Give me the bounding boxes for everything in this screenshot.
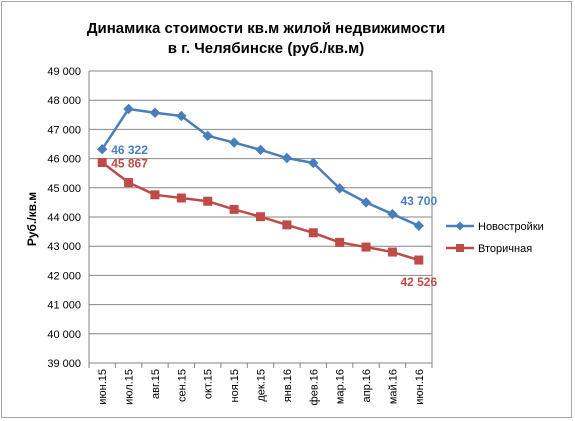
data-point-square: [176, 193, 186, 203]
data-point-diamond: [228, 137, 240, 148]
series-line-2: [101, 161, 420, 262]
data-point-square: [256, 212, 265, 222]
data-point-square: [282, 220, 292, 230]
data-label: 46 322: [111, 143, 148, 157]
data-point-diamond: [308, 157, 319, 169]
data-point-diamond: [149, 107, 161, 118]
data-point-square: [414, 255, 424, 265]
y-tick-label: 43 000: [47, 241, 81, 253]
data-point-square: [361, 242, 371, 252]
x-tick-label: апр.16: [361, 369, 373, 402]
data-point-diamond: [387, 208, 398, 220]
data-point-square: [308, 228, 318, 238]
y-tick-label: 45 000: [47, 183, 81, 195]
y-tick-label: 41 000: [47, 300, 81, 312]
legend-marker-square: [456, 244, 464, 252]
data-point-diamond: [176, 110, 187, 122]
x-tick-label: май.16: [387, 369, 399, 404]
x-tick-label: мар.16: [335, 369, 347, 404]
data-point-square: [229, 204, 239, 214]
data-point-square: [203, 196, 213, 206]
y-tick-label: 47 000: [47, 124, 81, 136]
data-point-square: [97, 157, 107, 167]
data-point-diamond: [123, 103, 134, 115]
chart-title-line-1: Динамика стоимости кв.м жилой недвижимос…: [87, 20, 445, 37]
x-tick-label: сен.15: [176, 369, 188, 402]
legend-label-2: Вторичная: [478, 243, 532, 255]
series-line-1: [101, 107, 420, 227]
data-label: 45 867: [111, 156, 148, 170]
x-tick-label: июн.15: [97, 369, 109, 405]
x-tick-label: дек.15: [256, 369, 268, 402]
x-tick-label: янв.16: [282, 369, 294, 402]
data-point-diamond: [281, 152, 293, 164]
data-point-diamond: [202, 130, 213, 142]
x-tick-label: авг.15: [150, 369, 162, 399]
legend-label-1: Новостройки: [478, 221, 544, 233]
data-point-square: [150, 190, 160, 200]
data-point-square: [387, 247, 397, 257]
data-label: 43 700: [400, 194, 437, 208]
x-tick-label: ноя.15: [229, 369, 241, 402]
y-tick-label: 42 000: [47, 270, 81, 282]
data-point-diamond: [255, 144, 266, 156]
y-tick-label: 46 000: [47, 154, 81, 166]
data-point-diamond: [413, 220, 425, 231]
data-point-diamond: [360, 197, 372, 208]
data-label: 42 526: [400, 275, 437, 289]
chart-title-line-2: в г. Челябинске (руб./кв.м): [168, 40, 364, 57]
legend-marker-diamond: [455, 221, 465, 231]
data-point-square: [335, 237, 345, 247]
y-tick-label: 44 000: [47, 212, 81, 224]
y-tick-label: 40 000: [47, 329, 81, 341]
data-point-square: [124, 178, 134, 188]
data-point-diamond: [96, 143, 108, 155]
data-point-diamond: [334, 183, 345, 194]
y-tick-label: 39 000: [47, 358, 81, 370]
x-tick-label: июл.15: [124, 369, 136, 405]
x-tick-label: июн.16: [414, 369, 426, 405]
x-tick-label: окт.15: [203, 369, 215, 399]
x-tick-label: фев.16: [308, 369, 320, 405]
y-tick-label: 48 000: [47, 95, 81, 107]
y-tick-label: 49 000: [47, 66, 81, 78]
y-axis-label: Руб./кв.м: [25, 192, 39, 246]
